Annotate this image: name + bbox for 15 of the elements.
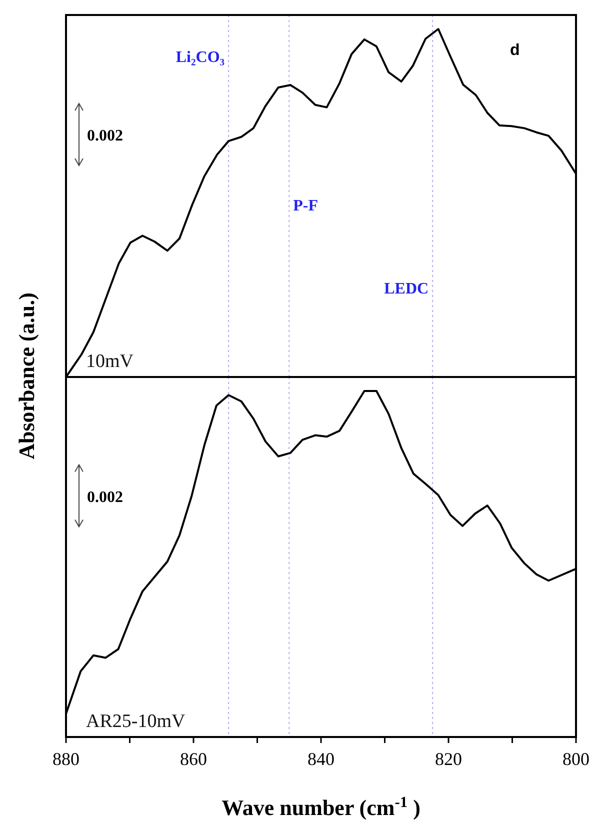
x-tick-label: 840 — [308, 749, 334, 769]
ref-line-label: Li₂CO₃ — [176, 49, 225, 66]
x-tick-label: 800 — [562, 749, 590, 769]
series-label: AR25-10mV — [86, 711, 186, 732]
annotation: 0.002 — [87, 488, 123, 506]
ref-line-label: LEDC — [384, 280, 429, 298]
annotation: 0.002 — [87, 127, 123, 144]
y-axis-title: Absorbance (a.u.) — [14, 292, 39, 460]
x-tick-label: 820 — [435, 749, 462, 769]
ref-line-label: P-F — [293, 197, 318, 214]
x-tick-label: 860 — [180, 749, 207, 769]
x-tick-label: 880 — [52, 749, 80, 769]
annotation: d — [510, 42, 520, 59]
x-axis-title: Wave number (cm$^{-1}$ ) — [222, 794, 420, 820]
series-label: 10mV — [86, 351, 134, 372]
